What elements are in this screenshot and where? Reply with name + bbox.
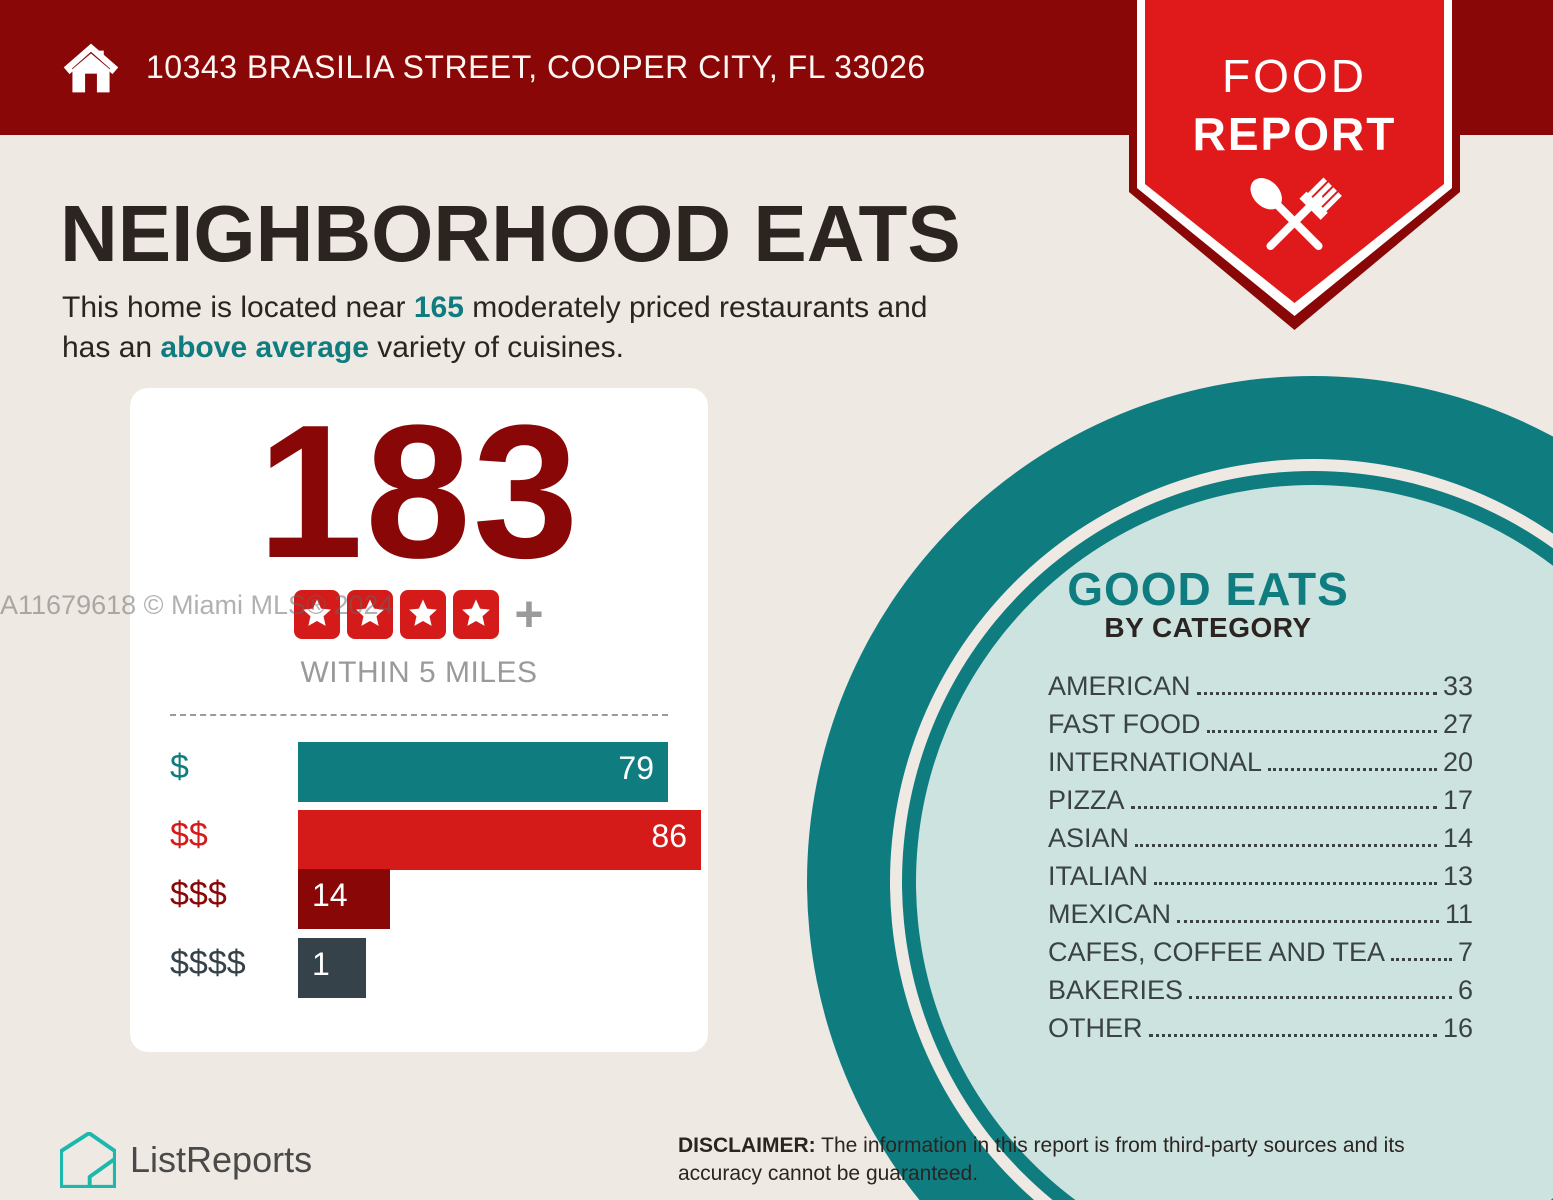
svg-text:REPORT: REPORT bbox=[1193, 108, 1397, 160]
svg-text:FOOD: FOOD bbox=[1222, 50, 1367, 102]
